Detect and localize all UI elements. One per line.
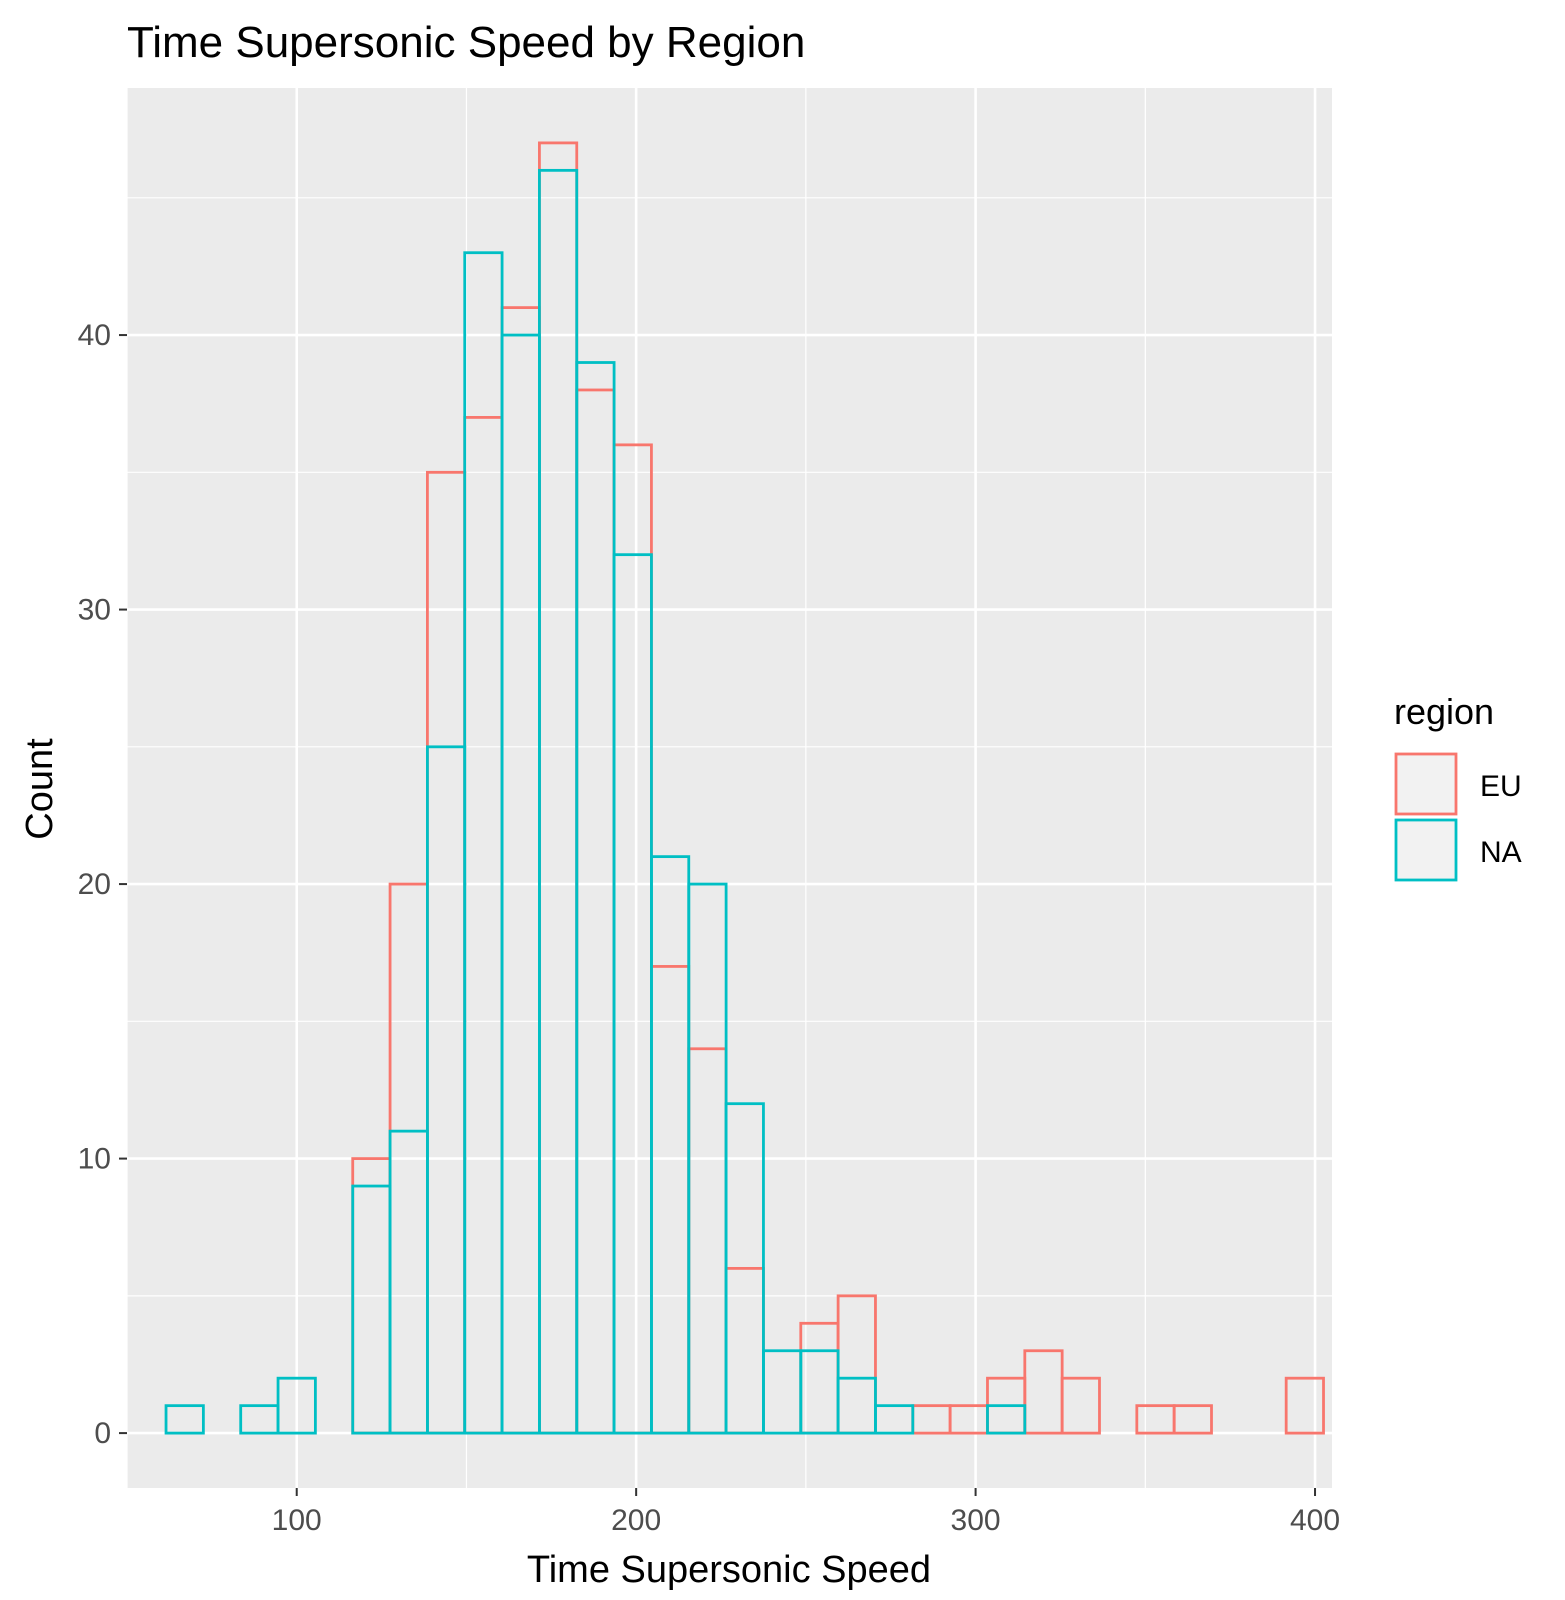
bar-na xyxy=(986,1404,1027,1435)
y-tick-label: 40 xyxy=(78,319,111,352)
bar-eu xyxy=(1284,1376,1325,1435)
bar-na xyxy=(276,1376,317,1435)
bar-eu xyxy=(1060,1376,1101,1435)
bar-na xyxy=(724,1102,765,1435)
bar-na xyxy=(874,1404,915,1435)
legend-item-na: NA xyxy=(1394,818,1522,882)
legend-label: EU xyxy=(1480,770,1522,803)
x-tick-label: 300 xyxy=(951,1504,1001,1537)
histogram-bars xyxy=(164,141,1325,1435)
x-tick-label: 400 xyxy=(1290,1504,1340,1537)
y-tick-label: 10 xyxy=(78,1143,111,1176)
legend: region EU NA xyxy=(1394,691,1522,882)
bar-eu xyxy=(1172,1404,1213,1435)
legend-label: NA xyxy=(1480,836,1522,869)
y-tick-label: 30 xyxy=(78,594,111,627)
y-axis-title: Count xyxy=(19,738,61,840)
legend-key xyxy=(1394,752,1458,816)
plot-panel xyxy=(127,88,1332,1488)
series-na xyxy=(164,168,1027,1435)
chart-title: Time Supersonic Speed by Region xyxy=(127,18,805,67)
legend-key xyxy=(1394,818,1458,882)
y-axis: 0 10 20 30 40 xyxy=(78,319,127,1450)
legend-title: region xyxy=(1394,691,1494,732)
x-axis-title: Time Supersonic Speed xyxy=(527,1549,931,1591)
bar-na xyxy=(164,1404,205,1435)
x-tick-label: 100 xyxy=(272,1504,322,1537)
legend-item-eu: EU xyxy=(1394,752,1522,816)
y-tick-label: 20 xyxy=(78,868,111,901)
x-axis: 100 200 300 400 xyxy=(272,1488,1340,1537)
x-tick-label: 200 xyxy=(611,1504,661,1537)
y-tick-label: 0 xyxy=(94,1417,111,1450)
